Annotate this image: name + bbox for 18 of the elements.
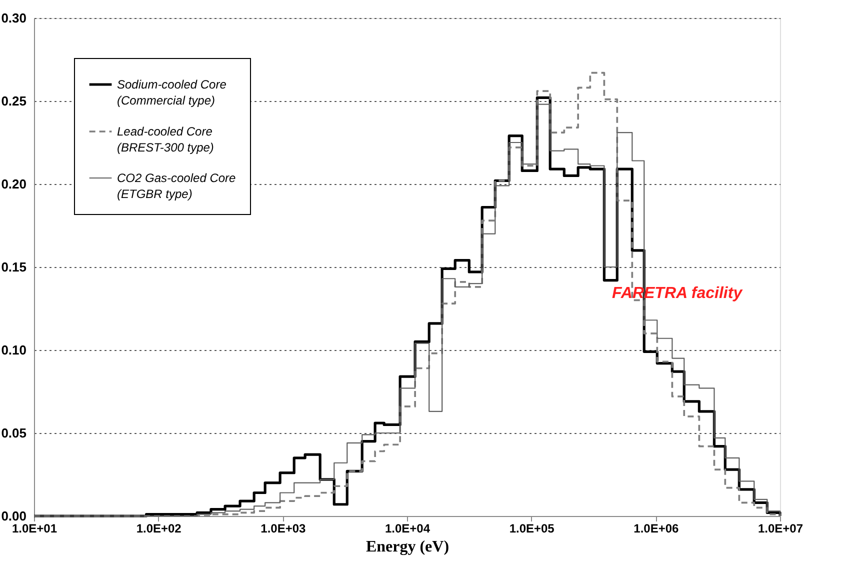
- x-tick-label: 1.0E+01: [12, 522, 58, 536]
- y-tick-label: 0.30: [1, 10, 26, 26]
- y-tick-label: 0.15: [1, 260, 26, 274]
- legend-label: Lead-cooled Core (BREST-300 type): [117, 124, 214, 154]
- y-tick-label: 0.25: [1, 94, 26, 108]
- y-tick-label: 0.05: [1, 426, 26, 440]
- y-tick-label: 0.00: [1, 508, 26, 524]
- x-axis-title: Energy (eV): [366, 538, 450, 556]
- x-tick-label: 1.0E+02: [136, 522, 182, 536]
- x-tick-label: 1.0E+06: [634, 522, 680, 536]
- y-tick-label: 0.10: [1, 342, 26, 358]
- x-tick-label: 1.0E+07: [758, 522, 804, 536]
- y-tick-label: 0.20: [1, 176, 26, 192]
- legend-label: Sodium-cooled Core (Commercial type): [117, 78, 227, 108]
- x-tick-label: 1.0E+03: [260, 522, 306, 536]
- legend-label: CO2 Gas-cooled Core (ETGBR type): [117, 171, 236, 201]
- x-tick-label: 1.0E+04: [384, 522, 430, 536]
- x-tick-label: 1.0E+05: [509, 522, 555, 536]
